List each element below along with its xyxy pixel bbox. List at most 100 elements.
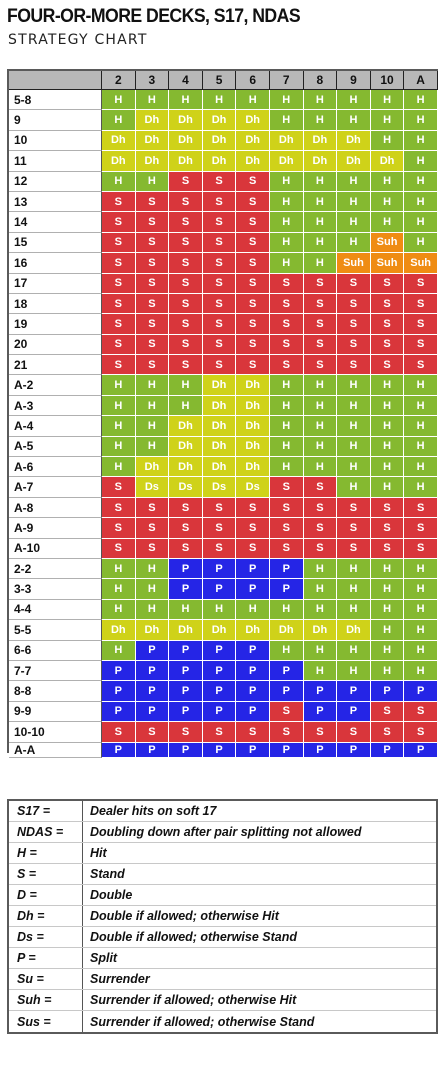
legend-key: H =: [9, 843, 83, 863]
action-cell: P: [236, 742, 270, 758]
action-cell: P: [135, 660, 170, 682]
action-cell: P: [303, 701, 338, 723]
legend-table: S17 = Dealer hits on soft 17 NDAS = Doublin…: [7, 799, 438, 1034]
action-cell: S: [303, 538, 338, 559]
action-cell: P: [236, 701, 270, 723]
action-cell: H: [269, 599, 304, 621]
player-hand-label: 11: [9, 151, 102, 172]
legend-description: Double: [90, 888, 133, 902]
action-cell: S: [236, 518, 270, 539]
legend-row: Suh = Surrender if allowed; otherwise Hit: [9, 990, 436, 1011]
player-hand-label: 8-8: [9, 681, 102, 702]
action-cell: Dh: [135, 130, 170, 152]
action-cell: P: [236, 640, 270, 661]
action-cell: H: [404, 660, 438, 682]
action-cell: H: [169, 90, 203, 111]
action-cell: H: [337, 375, 371, 396]
action-cell: S: [337, 334, 371, 356]
action-cell: H: [337, 579, 371, 600]
action-cell: Dh: [337, 151, 371, 172]
action-cell: H: [269, 253, 304, 274]
action-cell: H: [404, 232, 438, 254]
action-cell: Dh: [169, 457, 203, 478]
action-cell: Dh: [236, 620, 270, 641]
action-cell: Dh: [337, 620, 371, 641]
action-cell: H: [370, 416, 405, 437]
action-cell: H: [269, 191, 304, 213]
action-cell: S: [135, 253, 170, 274]
action-cell: P: [202, 701, 237, 723]
action-cell: H: [404, 436, 438, 458]
action-cell: S: [102, 293, 136, 315]
action-cell: S: [303, 355, 338, 376]
action-cell: S: [303, 477, 338, 498]
action-cell: H: [337, 660, 371, 682]
action-cell: Ds: [202, 477, 237, 498]
action-cell: Dh: [269, 151, 304, 172]
action-cell: S: [169, 191, 203, 213]
action-cell: S: [135, 518, 170, 539]
player-hand-label: 18: [9, 293, 102, 315]
action-cell: Dh: [102, 620, 136, 641]
action-cell: H: [370, 191, 405, 213]
action-cell: H: [337, 640, 371, 661]
dealer-card-header: 8: [303, 71, 338, 90]
action-cell: S: [169, 314, 203, 335]
action-cell: S: [303, 497, 338, 519]
action-cell: Dh: [269, 130, 304, 152]
action-cell: P: [337, 681, 371, 702]
action-cell: H: [337, 599, 371, 621]
player-hand-label: A-9: [9, 518, 102, 539]
action-cell: Suh: [370, 253, 405, 274]
action-cell: S: [236, 232, 270, 254]
action-cell: Dh: [303, 620, 338, 641]
action-cell: H: [269, 232, 304, 254]
action-cell: S: [202, 355, 237, 376]
action-cell: H: [102, 395, 136, 417]
action-cell: Dh: [102, 130, 136, 152]
action-cell: Dh: [202, 130, 237, 152]
action-cell: H: [404, 457, 438, 478]
action-cell: Dh: [202, 110, 237, 131]
action-cell: H: [404, 212, 438, 233]
action-cell: H: [202, 599, 237, 621]
action-cell: S: [370, 701, 405, 723]
player-hand-label: 10: [9, 130, 102, 152]
action-cell: S: [303, 314, 338, 335]
player-hand-label: A-4: [9, 416, 102, 437]
player-hand-label: 21: [9, 355, 102, 376]
action-cell: S: [236, 191, 270, 213]
legend-key: S17 =: [9, 801, 83, 821]
action-cell: H: [102, 171, 136, 192]
action-cell: Suh: [337, 253, 371, 274]
action-cell: S: [202, 293, 237, 315]
action-cell: H: [303, 558, 338, 580]
action-cell: H: [102, 110, 136, 131]
action-cell: S: [169, 273, 203, 294]
action-cell: S: [337, 273, 371, 294]
player-hand-label: 19: [9, 314, 102, 335]
action-cell: S: [337, 497, 371, 519]
player-hand-label: A-6: [9, 457, 102, 478]
player-hand-label: A-7: [9, 477, 102, 498]
action-cell: Dh: [135, 457, 170, 478]
action-cell: Dh: [202, 375, 237, 396]
action-cell: H: [102, 436, 136, 458]
action-cell: S: [102, 334, 136, 356]
action-cell: P: [404, 681, 438, 702]
action-cell: H: [337, 457, 371, 478]
action-cell: S: [169, 538, 203, 559]
action-cell: S: [404, 273, 438, 294]
action-cell: P: [236, 579, 270, 600]
action-cell: S: [269, 334, 304, 356]
action-cell: Dh: [236, 436, 270, 458]
legend-description: Surrender: [90, 972, 150, 986]
action-cell: P: [202, 660, 237, 682]
action-cell: S: [202, 722, 237, 743]
action-cell: H: [102, 579, 136, 600]
action-cell: S: [269, 273, 304, 294]
action-cell: S: [404, 334, 438, 356]
action-cell: Dh: [202, 151, 237, 172]
action-cell: P: [169, 640, 203, 661]
dealer-card-header: 7: [269, 71, 304, 90]
